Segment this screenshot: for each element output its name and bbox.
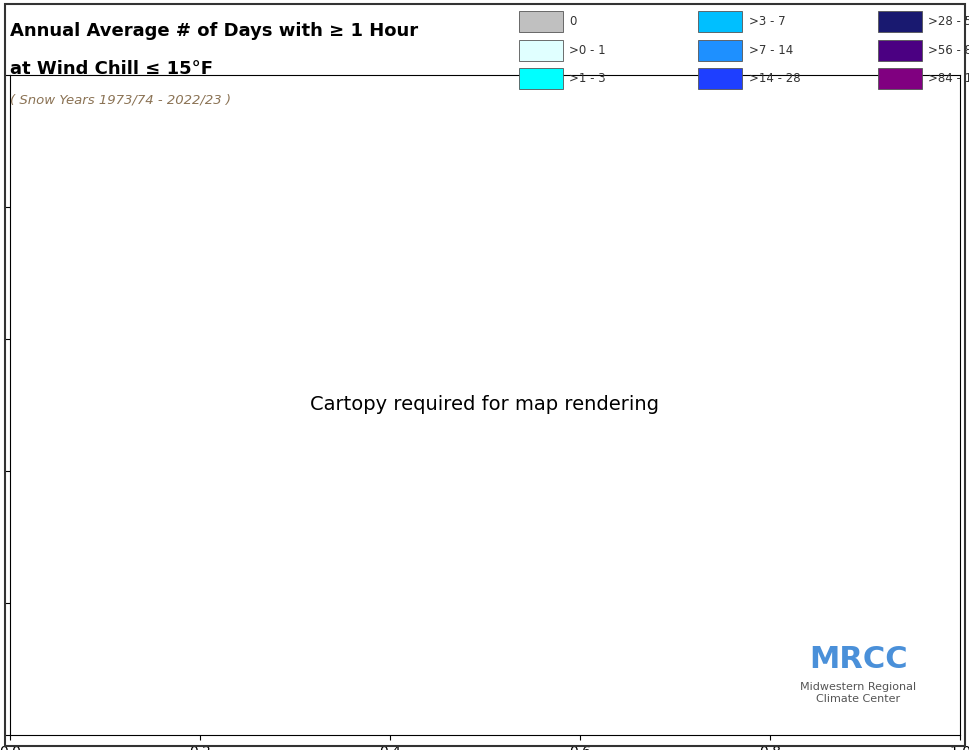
Text: Midwestern Regional
Climate Center: Midwestern Regional Climate Center xyxy=(799,682,916,704)
Text: Cartopy required for map rendering: Cartopy required for map rendering xyxy=(310,395,659,415)
Text: >7 - 14: >7 - 14 xyxy=(748,44,793,57)
Text: >28 - 56: >28 - 56 xyxy=(927,15,969,28)
Text: >1 - 3: >1 - 3 xyxy=(569,72,606,86)
Text: Annual Average # of Days with ≥ 1 Hour: Annual Average # of Days with ≥ 1 Hour xyxy=(10,22,418,40)
Text: at Wind Chill ≤ 15°F: at Wind Chill ≤ 15°F xyxy=(10,60,212,78)
Text: ( Snow Years 1973/74 - 2022/23 ): ( Snow Years 1973/74 - 2022/23 ) xyxy=(10,94,231,106)
Text: >56 - 84: >56 - 84 xyxy=(927,44,969,57)
Text: MRCC: MRCC xyxy=(808,645,907,674)
Text: >3 - 7: >3 - 7 xyxy=(748,15,785,28)
Text: >84 - 112: >84 - 112 xyxy=(927,72,969,86)
Text: 0: 0 xyxy=(569,15,577,28)
Text: >0 - 1: >0 - 1 xyxy=(569,44,606,57)
Text: >14 - 28: >14 - 28 xyxy=(748,72,799,86)
